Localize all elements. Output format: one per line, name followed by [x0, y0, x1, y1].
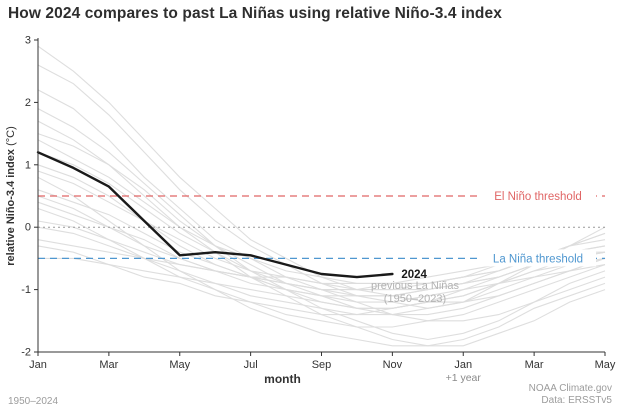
- x-axis-title: month: [264, 372, 301, 386]
- y-tick-label: -2: [21, 347, 31, 359]
- label-2024: 2024: [401, 269, 427, 281]
- x-tick-label: Jan: [454, 359, 472, 371]
- previous-la-nina-line: [37, 245, 606, 316]
- x-tick-label: May: [595, 359, 616, 371]
- la-nina-threshold-label-bg: [480, 249, 596, 267]
- footer-year-range: 1950–2024: [8, 396, 59, 407]
- previous-la-ninas-label-line1: previous La Niñas: [371, 280, 460, 292]
- x-tick-label: Sep: [312, 359, 332, 371]
- previous-la-nina-line: [37, 176, 606, 347]
- x-tick-label: Nov: [383, 359, 403, 371]
- previous-la-nina-line: [37, 226, 606, 316]
- x-tick-label: May: [169, 359, 190, 371]
- plus-one-year-label: +1 year: [446, 372, 482, 384]
- previous-la-nina-line: [37, 195, 606, 297]
- y-tick-label: -1: [21, 284, 31, 296]
- x-tick-label: Jan: [29, 359, 47, 371]
- x-tick-label: Jul: [244, 359, 258, 371]
- chart-title: How 2024 compares to past La Niñas using…: [8, 5, 502, 22]
- footer-source-site: NOAA Climate.gov: [528, 383, 612, 394]
- previous-la-nina-line: [37, 139, 606, 284]
- y-axis-title: relative Niño-3.4 index (°C): [5, 126, 17, 266]
- previous-la-nina-line: [37, 133, 606, 316]
- x-tick-label: Mar: [99, 359, 118, 371]
- previous-la-nina-line: [37, 207, 606, 328]
- previous-la-nina-line: [37, 108, 606, 341]
- footer-source: NOAA Climate.gov Data: ERSSTv5: [529, 383, 612, 407]
- y-tick-label: 3: [25, 35, 31, 47]
- footer-source-data: Data: ERSSTv5: [541, 395, 612, 406]
- y-tick-label: 2: [25, 97, 31, 109]
- el-nino-threshold-label-bg: [480, 187, 596, 204]
- previous-la-nina-line: [38, 257, 606, 309]
- y-tick-label: 1: [25, 159, 31, 171]
- y-tick-label: 0: [25, 222, 31, 234]
- x-tick-label: Mar: [525, 359, 544, 371]
- line-2024: [36, 151, 394, 279]
- previous-la-ninas-label-line2: (1950–2023): [384, 293, 446, 305]
- el-nino-threshold-label: El Niño threshold: [494, 191, 582, 203]
- la-nina-threshold-label: La Niña threshold: [493, 253, 583, 265]
